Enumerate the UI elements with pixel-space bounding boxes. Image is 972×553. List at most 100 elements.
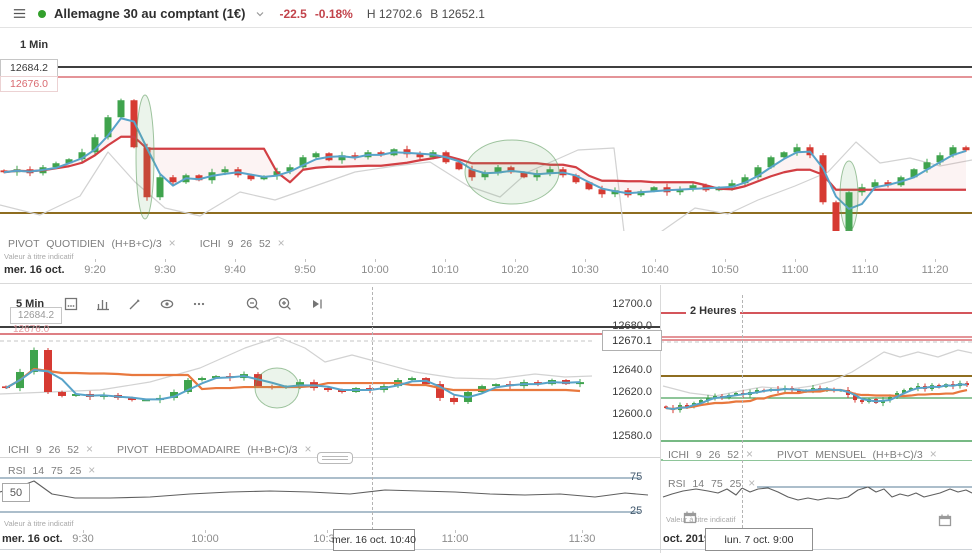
time-tick-label: 10:00 (191, 533, 219, 545)
pane-resize-handle[interactable] (317, 452, 353, 464)
indicator-close-icon[interactable]: × (745, 447, 753, 461)
indicator-label: PIVOT MENSUEL (H+B+C)/3 (776, 449, 923, 461)
indicator-chip[interactable]: ICHI 9 26 52 × (200, 236, 285, 250)
axis-tick (935, 259, 936, 262)
indicator-label: PIVOT QUOTIDIEN (H+B+C)/3 (8, 238, 162, 250)
indicator-chip[interactable]: PIVOT QUOTIDIEN (H+B+C)/3 × (8, 236, 176, 250)
crosshair-vertical-5min (372, 287, 373, 530)
time-tooltip-2h: lun. 7 oct. 9:00 (705, 528, 813, 551)
draw-icon[interactable] (124, 294, 146, 314)
time-tick-label: 10:50 (711, 264, 739, 276)
indicator-chip[interactable]: ICHI 9 26 52 × (668, 447, 753, 461)
chevron-down-icon[interactable] (253, 4, 267, 24)
indicator-label: PIVOT HEBDOMADAIRE (H+B+C)/3 (116, 444, 298, 456)
change-value: -22.5 (279, 6, 307, 21)
indicator-row-5min: ICHI 9 26 52 × PIVOT HEBDOMADAIRE (H+B+C)/… (8, 440, 336, 458)
high-value: H 12702.6 (366, 6, 423, 21)
indicator-row-2h: ICHI 9 26 52 × PIVOT MENSUEL (H+B+C)/3 × (668, 445, 961, 463)
axis-tick (305, 259, 306, 262)
price-tick-label: 12580.0 (612, 430, 652, 442)
indicator-row-1min: PIVOT QUOTIDIEN (H+B+C)/3 × ICHI 9 26 52 × (8, 234, 309, 252)
rsi-50-box: 50 (2, 483, 30, 502)
indicator-chip[interactable]: PIVOT MENSUEL (H+B+C)/3 × (777, 447, 937, 461)
footnote-indicative: Valeur à titre indicatif (4, 519, 74, 528)
axis-tick (375, 259, 376, 262)
indicator-label: ICHI 9 26 52 (8, 444, 79, 456)
tab-period-1min[interactable]: 1 Min (16, 39, 53, 51)
time-tick-label: 9:50 (294, 264, 316, 276)
footnote-indicative: Valeur à titre indicatif (666, 515, 736, 524)
indicator-close-icon[interactable]: × (168, 236, 176, 250)
indicator-label: RSI 14 75 25 (668, 478, 742, 490)
footnote-indicative: Valeur à titre indicatif (4, 252, 74, 261)
histogram-icon[interactable] (92, 294, 114, 314)
indicator-close-icon[interactable]: × (85, 442, 93, 456)
calendar-icon[interactable] (934, 510, 956, 530)
chart-style-icon[interactable] (60, 294, 82, 314)
time-tooltip-5min: mer. 16 oct. 10:40 (331, 529, 417, 551)
indicator-label: RSI 14 75 25 (8, 465, 82, 477)
rsi-row-2h-bg (663, 473, 755, 488)
toolbar-5min: 5 Min (0, 285, 660, 322)
indicator-label: ICHI 9 26 52 (199, 238, 271, 250)
price-tick-label: 12700.0 (612, 298, 652, 310)
candlestick-chart-1min[interactable] (0, 27, 972, 283)
panel-divider-horizontal (0, 283, 972, 284)
indicator-label: ICHI 9 26 52 (668, 449, 739, 461)
price-tick-label: 12620.0 (612, 386, 652, 398)
ghost-level-value: 12684.2 (17, 310, 55, 321)
eye-icon[interactable] (156, 294, 178, 314)
price-level-value: 12684.2 (10, 62, 48, 74)
axis-tick (455, 530, 456, 533)
indicator-row-5min-bg (0, 437, 660, 457)
time-tick-label: 9:30 (154, 264, 176, 276)
indicator-close-icon[interactable]: × (748, 476, 756, 490)
change-percent: -0.18% (314, 6, 353, 21)
axis-tick (515, 259, 516, 262)
bid-value: B 12652.1 (430, 6, 485, 21)
axis-tick (865, 259, 866, 262)
panel-divider-vertical[interactable] (660, 285, 661, 553)
zoom-out-icon[interactable] (242, 294, 264, 314)
axis-date-1min: mer. 16 oct. (4, 264, 65, 276)
time-tick-label: 11:20 (921, 264, 949, 276)
axis-tick (725, 259, 726, 262)
zoom-in-icon[interactable] (274, 294, 296, 314)
time-tick-label: 11:00 (441, 533, 469, 545)
axis-date-2h: oct. 2019 (663, 533, 711, 545)
tab-period-5min[interactable]: 5 Min (12, 297, 49, 310)
header-bar: Allemagne 30 au comptant (1€) -22.5 -0.1… (0, 0, 972, 28)
candlestick-chart-5min[interactable] (0, 285, 660, 553)
indicator-chip[interactable]: ICHI 9 26 52 × (8, 442, 93, 456)
axis-tick (655, 259, 656, 262)
indicator-chip[interactable]: PIVOT HEBDOMADAIRE (H+B+C)/3 × (117, 442, 312, 456)
time-tick-label: 10:40 (641, 264, 669, 276)
axis-tick (165, 259, 166, 262)
axis-tick (585, 259, 586, 262)
indicator-chip[interactable]: RSI 14 75 25 × (8, 463, 95, 477)
rsi-75-label: 75 (630, 471, 643, 483)
calendar-icon[interactable] (679, 507, 701, 527)
tab-period-2h[interactable]: 2 Heures (686, 305, 741, 317)
price-tick-label: 12680.0 (612, 320, 652, 332)
indicator-close-icon[interactable]: × (88, 463, 96, 477)
more-icon[interactable] (188, 294, 210, 314)
indicator-chip[interactable]: RSI 14 75 25 × (668, 476, 755, 490)
indicator-close-icon[interactable]: × (277, 236, 285, 250)
axis-tick (95, 259, 96, 262)
go-to-end-icon[interactable] (306, 294, 328, 314)
indicator-close-icon[interactable]: × (929, 447, 937, 461)
time-tooltip-value: mer. 16 oct. 10:40 (331, 534, 417, 546)
axis-tick (205, 530, 206, 533)
candlestick-chart-2h[interactable] (660, 285, 972, 553)
top-panel-footer (0, 231, 972, 283)
price-level-box-dark: 12684.2 (0, 59, 58, 77)
instrument-title[interactable]: Allemagne 30 au comptant (1€) (54, 6, 246, 21)
time-tick-label: 9:20 (84, 264, 106, 276)
axis-tick (83, 530, 84, 533)
axis-tick (795, 259, 796, 262)
indicator-close-icon[interactable]: × (304, 442, 312, 456)
current-price-tooltip: 12670.1 (602, 330, 662, 351)
menu-icon[interactable] (8, 4, 30, 24)
